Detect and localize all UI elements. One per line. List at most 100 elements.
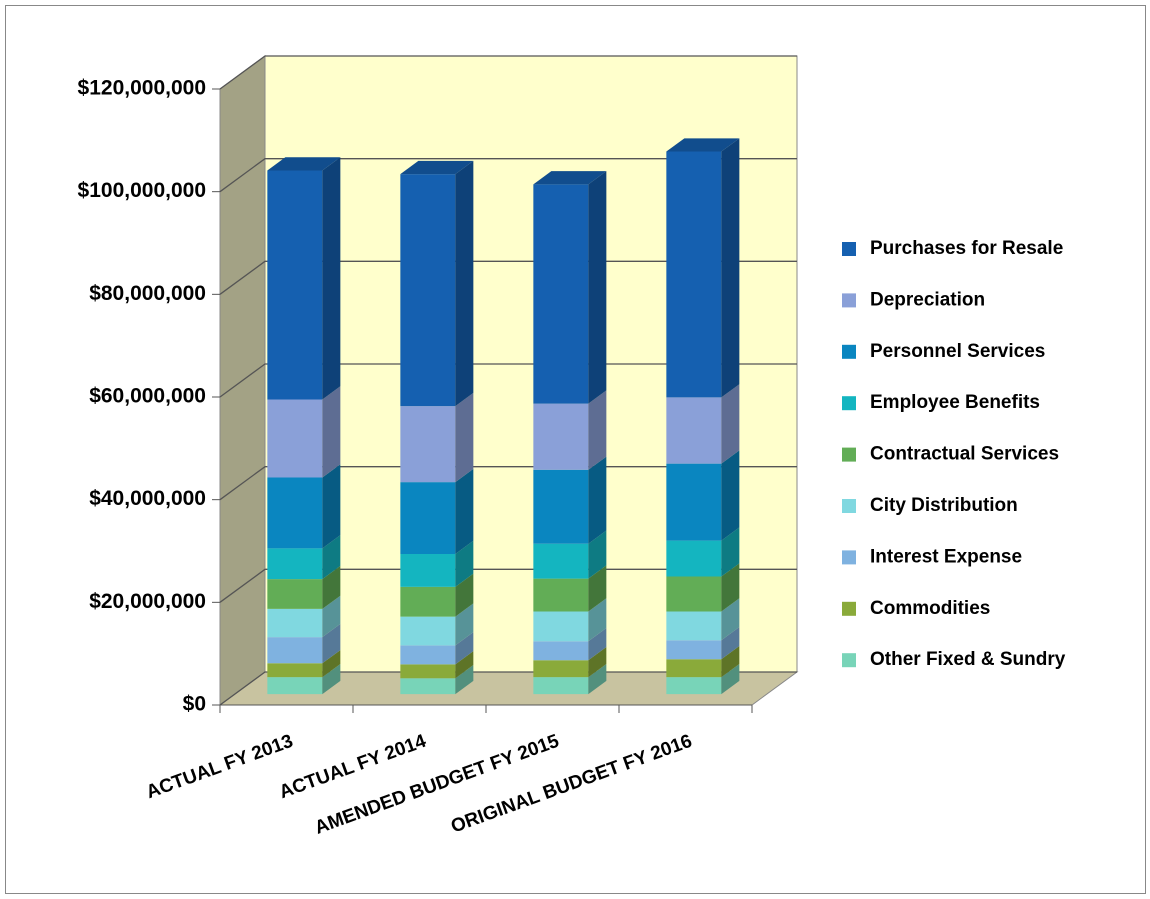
bar-front xyxy=(666,640,722,660)
bar-side xyxy=(721,527,740,577)
grid-line xyxy=(219,55,797,90)
bar-side xyxy=(721,627,740,660)
legend-label: Depreciation xyxy=(870,289,985,310)
y-tick-label: $40,000,000 xyxy=(89,487,206,510)
y-tick-label: $80,000,000 xyxy=(89,282,206,305)
bar-front xyxy=(267,548,323,580)
bar-front xyxy=(400,174,456,407)
legend-label: Personnel Services xyxy=(870,341,1045,362)
bar-side xyxy=(588,530,607,579)
bar-front xyxy=(666,540,722,577)
legend-swatch xyxy=(842,499,856,513)
bar-side xyxy=(455,160,474,407)
grid-line xyxy=(219,260,797,295)
bar-front xyxy=(267,663,323,678)
legend-swatch xyxy=(842,293,856,308)
bar-side xyxy=(588,565,607,612)
bar-side xyxy=(588,663,607,695)
bar-side xyxy=(455,651,474,679)
bar-side xyxy=(322,464,341,549)
legend-label: Other Fixed & Sundry xyxy=(870,649,1066,670)
bar-side xyxy=(588,171,607,404)
bar-side xyxy=(322,157,341,400)
grid-line xyxy=(219,363,797,398)
grid-line xyxy=(219,158,797,193)
bar-front xyxy=(400,406,456,483)
bar-front xyxy=(533,611,589,642)
bar-front xyxy=(267,637,323,664)
bar-front xyxy=(267,399,323,478)
bar-side xyxy=(455,573,474,617)
bar-front xyxy=(533,660,589,678)
bar-top xyxy=(666,138,740,152)
bar-top xyxy=(267,157,341,171)
bar-front xyxy=(533,184,589,404)
y-tick-label: $0 xyxy=(183,693,206,716)
bar-side xyxy=(721,563,740,612)
bar-top xyxy=(400,160,474,175)
bar-side xyxy=(322,663,341,695)
bar-side xyxy=(588,598,607,642)
bar-side xyxy=(455,664,474,695)
bar-side xyxy=(455,603,474,646)
legend-label: Contractual Services xyxy=(870,444,1059,465)
bar-front xyxy=(267,579,323,609)
bar-side xyxy=(588,390,607,470)
legend-label: Commodities xyxy=(870,598,990,619)
bar-side xyxy=(455,632,474,665)
legend-swatch xyxy=(842,653,856,668)
bar-side xyxy=(721,646,740,678)
bar-front xyxy=(400,553,456,587)
bar-front xyxy=(533,578,589,612)
bar-side xyxy=(322,623,341,664)
bar-side xyxy=(322,535,341,580)
legend-swatch xyxy=(842,447,856,462)
bar-front xyxy=(267,170,323,400)
bar-side xyxy=(721,384,740,464)
bar-front xyxy=(533,543,589,579)
bar-front xyxy=(400,482,456,554)
bar-side xyxy=(588,456,607,544)
bar-front xyxy=(666,151,722,398)
bar-front xyxy=(400,678,456,695)
grid-line xyxy=(219,466,797,501)
bar-front xyxy=(267,677,323,695)
legend-swatch xyxy=(842,396,856,411)
grid-line xyxy=(219,568,797,603)
bar-side xyxy=(322,650,341,678)
bar-side xyxy=(721,450,740,541)
bar-side xyxy=(322,565,341,609)
bar-front xyxy=(533,677,589,695)
bar-side xyxy=(721,663,740,695)
legend-label: City Distribution xyxy=(870,495,1018,516)
bar-front xyxy=(533,403,589,470)
bar-side xyxy=(455,468,474,554)
bar-front xyxy=(533,641,589,661)
bar-side xyxy=(588,628,607,661)
bar-front xyxy=(666,576,722,612)
bar-side xyxy=(455,540,474,587)
y-tick-label: $20,000,000 xyxy=(89,590,206,613)
bar-front xyxy=(666,611,722,641)
bar-front xyxy=(400,664,456,679)
bar-side xyxy=(721,138,740,398)
bar-front xyxy=(400,616,456,646)
bar-side xyxy=(455,392,474,483)
bar-front xyxy=(400,586,456,617)
legend-label: Employee Benefits xyxy=(870,392,1040,413)
legend-swatch xyxy=(842,242,856,256)
y-tick-label: $60,000,000 xyxy=(89,385,206,408)
legend-swatch xyxy=(842,550,856,565)
bar-top xyxy=(533,171,607,185)
y-tick-label: $120,000,000 xyxy=(78,77,206,100)
bar-front xyxy=(666,397,722,464)
bar-front xyxy=(666,677,722,695)
bar-front xyxy=(666,463,722,541)
bar-front xyxy=(666,659,722,678)
bar-front xyxy=(267,477,323,549)
bar-side xyxy=(322,386,341,478)
bar-front xyxy=(533,469,589,544)
bar-side xyxy=(322,595,341,638)
y-tick-label: $100,000,000 xyxy=(78,179,206,202)
